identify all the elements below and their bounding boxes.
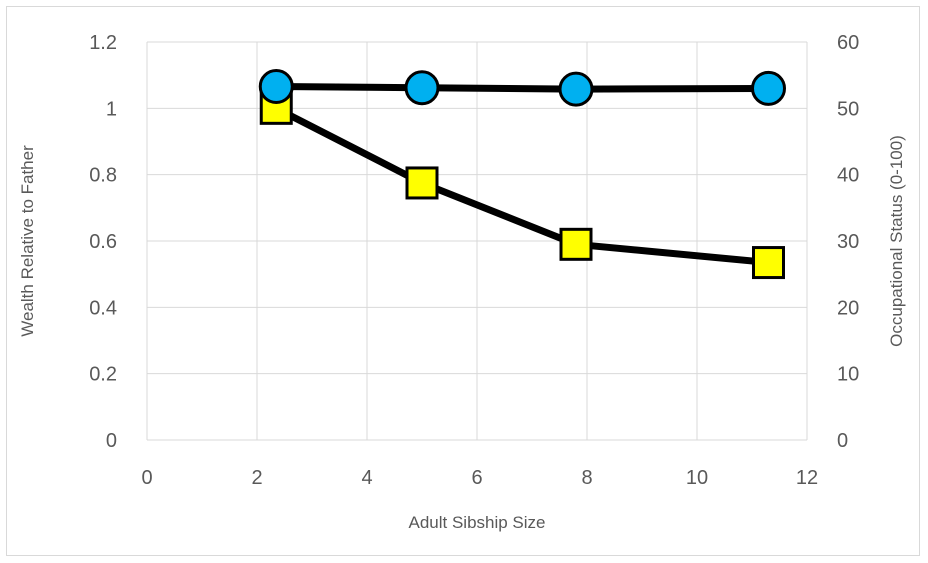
- gridlines: [146, 41, 808, 441]
- x-tick-label: 0: [141, 467, 152, 489]
- x-axis-title: Adult Sibship Size: [408, 513, 545, 532]
- y-tick-label: 0.4: [89, 297, 117, 319]
- series-2-circle-marker: [404, 70, 440, 106]
- x-tick-label: 12: [796, 467, 818, 489]
- axes: 0 2 4 6 8 10 12 0 0.2 0.4 0.6 0.8 1 1.2 0 10 20 30 40 50 60: [89, 32, 859, 489]
- series-1-square-marker: [559, 227, 593, 261]
- y2-tick-label: 30: [837, 231, 859, 253]
- series-1-line: [272, 104, 772, 267]
- series-2-line: [272, 82, 772, 93]
- series-1-square-marker: [752, 246, 785, 280]
- y-tick-label: 0: [106, 430, 117, 452]
- y2-axis-title: Occupational Status (0-100): [887, 135, 906, 347]
- x-tick-label: 4: [361, 467, 372, 489]
- x-tick-label: 6: [471, 467, 482, 489]
- y-tick-label: 0.8: [89, 165, 117, 187]
- series-layer: [258, 68, 786, 280]
- y2-tick-label: 20: [837, 297, 859, 319]
- series-2-circle-marker: [558, 71, 594, 107]
- y2-tick-label: 50: [837, 98, 859, 120]
- x-tick-label: 2: [251, 467, 262, 489]
- y2-tick-label: 40: [837, 165, 859, 187]
- y-tick-label: 1.2: [89, 32, 117, 54]
- y-axis-title: Wealth Relative to Father: [18, 145, 37, 337]
- y-tick-label: 0.6: [89, 231, 117, 253]
- x-tick-label: 10: [686, 467, 708, 489]
- y2-tick-label: 10: [837, 364, 859, 386]
- series-2-circle-marker: [751, 70, 786, 106]
- y-tick-label: 0.2: [89, 364, 117, 386]
- y2-tick-label: 60: [837, 32, 859, 54]
- y2-tick-label: 0: [837, 430, 848, 452]
- series-2-circle-marker: [258, 68, 294, 104]
- x-tick-label: 8: [581, 467, 592, 489]
- y-tick-label: 1: [106, 98, 117, 120]
- series-1-square-marker: [405, 166, 439, 200]
